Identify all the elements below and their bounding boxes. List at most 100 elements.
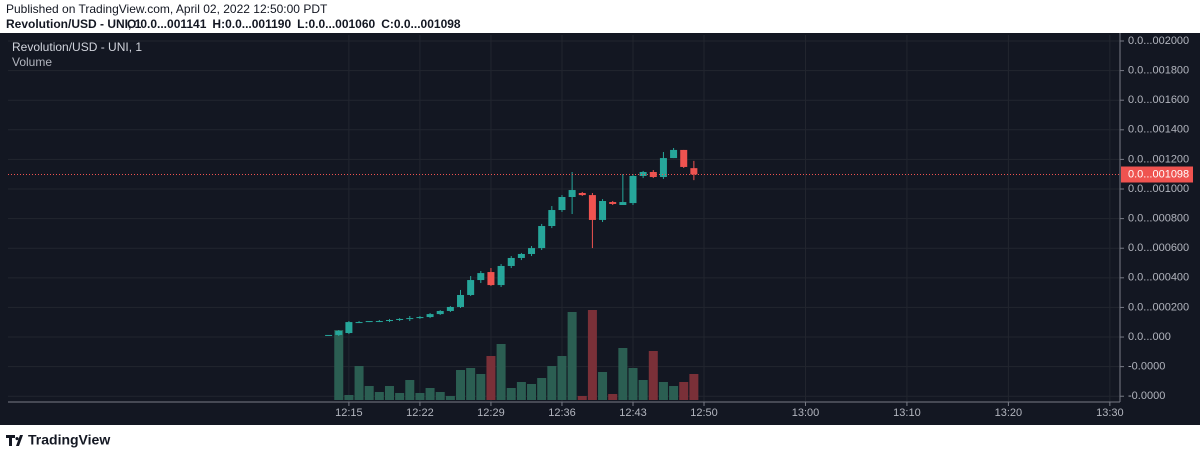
x-tick-label: 12:22 bbox=[406, 407, 434, 419]
candle-body bbox=[680, 149, 688, 167]
volume-bar bbox=[344, 395, 354, 400]
volume-bar bbox=[516, 382, 526, 400]
y-tick-label: 0.0...002000 bbox=[1128, 35, 1189, 47]
candle-body bbox=[548, 210, 556, 227]
volume-bar bbox=[384, 386, 394, 400]
volume-bar bbox=[608, 394, 618, 400]
ohlc-readout: O:0.0...001141 H:0.0...001190 L:0.0...0010… bbox=[127, 17, 461, 31]
candle-body bbox=[416, 317, 424, 319]
candle-body bbox=[538, 226, 546, 249]
volume-bar bbox=[658, 382, 668, 400]
candle-body bbox=[487, 272, 495, 286]
candle-body bbox=[670, 149, 678, 159]
y-tick-label: 0.0...001800 bbox=[1128, 65, 1189, 77]
candle-body bbox=[528, 248, 536, 254]
candle-body bbox=[619, 202, 627, 205]
volume-bar bbox=[476, 374, 486, 400]
volume-bar bbox=[415, 393, 425, 400]
volume-bar bbox=[648, 351, 658, 400]
candle-body bbox=[599, 200, 607, 220]
candle-body bbox=[568, 190, 576, 198]
legend-volume: Volume bbox=[12, 55, 52, 69]
candle-body bbox=[365, 321, 373, 323]
volume-bar bbox=[577, 396, 587, 400]
legend-symbol: Revolution/USD - UNI, 1 bbox=[12, 40, 142, 54]
x-tick-label: 12:43 bbox=[619, 407, 647, 419]
candle-body bbox=[517, 253, 525, 258]
x-tick-label: 12:36 bbox=[548, 407, 576, 419]
candle-body bbox=[355, 322, 363, 324]
volume-bar bbox=[537, 378, 547, 400]
ohlc-value: L:0.0...001060 bbox=[297, 17, 375, 31]
volume-bar bbox=[567, 312, 577, 400]
candle-body bbox=[578, 193, 586, 196]
candle-body bbox=[335, 330, 343, 335]
volume-bar bbox=[435, 392, 445, 400]
volume-bar bbox=[547, 366, 557, 400]
y-tick-label: 0.0...001000 bbox=[1128, 183, 1189, 195]
volume-bar bbox=[557, 356, 567, 400]
x-tick-label: 13:10 bbox=[893, 407, 921, 419]
volume-bar bbox=[506, 388, 516, 400]
volume-bar bbox=[466, 368, 476, 400]
volume-bar bbox=[354, 366, 364, 400]
y-tick-label: 0.0...000200 bbox=[1128, 301, 1189, 313]
volume-bar bbox=[364, 386, 374, 400]
y-tick-label: 0.0...001400 bbox=[1128, 124, 1189, 136]
volume-bar bbox=[679, 382, 689, 400]
ohlc-value: O:0.0...001141 bbox=[127, 17, 207, 31]
candle-body bbox=[588, 195, 596, 220]
y-tick-label: 0.0...000400 bbox=[1128, 272, 1189, 284]
volume-bar bbox=[598, 372, 608, 400]
candle-body bbox=[659, 158, 667, 178]
volume-bar bbox=[618, 348, 628, 400]
candle-body bbox=[507, 257, 515, 266]
candle-body bbox=[426, 314, 434, 318]
y-tick-label: 0.0...000800 bbox=[1128, 213, 1189, 225]
volume-bar bbox=[456, 370, 466, 400]
candle-body bbox=[467, 280, 475, 295]
last-price-label: 0.0...001098 bbox=[1128, 168, 1189, 180]
x-tick-label: 13:20 bbox=[995, 407, 1023, 419]
volume-bar bbox=[395, 393, 405, 400]
x-tick-label: 13:00 bbox=[792, 407, 820, 419]
header-symbol: Revolution/USD - UNI, 1 bbox=[6, 17, 142, 31]
volume-bar bbox=[334, 330, 344, 400]
x-tick-label: 13:30 bbox=[1096, 407, 1124, 419]
x-tick-label: 12:50 bbox=[690, 407, 718, 419]
candle-body bbox=[446, 306, 454, 311]
volume-bar bbox=[374, 392, 384, 400]
published-note: Published on TradingView.com, April 02, … bbox=[6, 2, 328, 16]
y-tick-label: 0.0...001600 bbox=[1128, 94, 1189, 106]
candle-body bbox=[457, 294, 465, 307]
volume-bar bbox=[689, 374, 699, 400]
candle-body bbox=[436, 310, 444, 315]
candle-body bbox=[609, 202, 617, 204]
volume-bar bbox=[405, 380, 415, 400]
volume-bar bbox=[527, 384, 537, 400]
candle-body bbox=[396, 318, 404, 321]
volume-bar bbox=[496, 344, 506, 400]
chart-background bbox=[0, 33, 1200, 425]
ohlc-value: H:0.0...001190 bbox=[212, 17, 291, 31]
footer-logo bbox=[6, 435, 23, 446]
volume-bar bbox=[425, 388, 435, 400]
y-tick-label: -0.0000 bbox=[1128, 390, 1165, 402]
y-tick-label: -0.0000 bbox=[1128, 361, 1165, 373]
candle-body bbox=[629, 175, 637, 204]
candle-body bbox=[325, 334, 333, 336]
y-tick-label: 0.0...000 bbox=[1128, 331, 1171, 343]
volume-bar bbox=[638, 380, 648, 400]
x-tick-label: 12:29 bbox=[477, 407, 505, 419]
y-tick-label: 0.0...000600 bbox=[1128, 242, 1189, 254]
volume-bar bbox=[486, 356, 496, 400]
candle-body bbox=[406, 318, 414, 320]
volume-bar bbox=[587, 310, 597, 400]
candle-body bbox=[690, 168, 698, 175]
footer-brand: TradingView bbox=[28, 432, 110, 448]
volume-bar bbox=[669, 386, 679, 400]
candle-body bbox=[497, 265, 505, 286]
ohlc-value: C:0.0...001098 bbox=[381, 17, 461, 31]
